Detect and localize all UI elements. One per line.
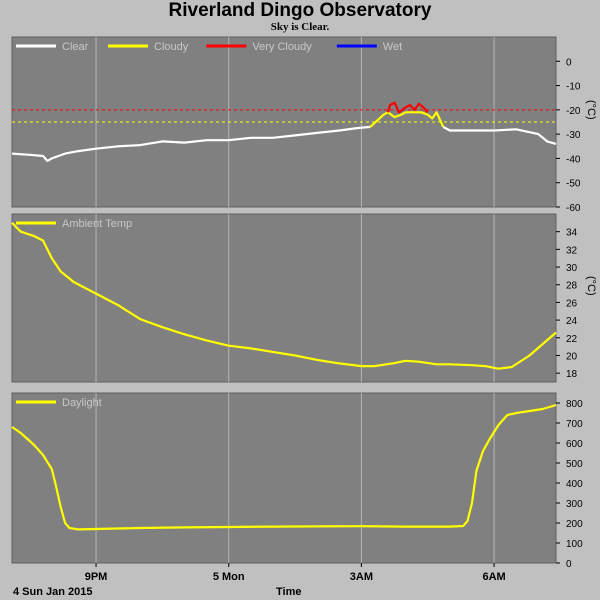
y-tick-label: 18 [566, 369, 578, 380]
x-tick-label: 9PM [85, 571, 108, 583]
series-line-clear [11, 125, 371, 162]
y-tick-label: 800 [566, 399, 583, 410]
series-line-daylight [11, 403, 557, 531]
y-tick-label: 600 [566, 439, 583, 450]
x-tick-label: 5 Mon [213, 571, 245, 583]
series-line-ambient-temp [11, 222, 557, 370]
date-label: 4 Sun Jan 2015 [13, 586, 93, 598]
page-title: Riverland Dingo Observatory [168, 0, 432, 21]
x-tick-label: 3AM [350, 571, 373, 583]
y-tick-label: 0 [566, 559, 572, 570]
y-tick-label: 20 [566, 351, 578, 362]
legend-label: Cloudy [154, 41, 189, 53]
legend-label: Clear [62, 41, 89, 53]
y-tick-label: -40 [566, 154, 581, 165]
y-tick-label: 26 [566, 298, 578, 309]
legend-label: Wet [383, 41, 402, 53]
ambient-temperature-panel: 34 32 30 28 26 24 22 20 18 (°C) Ambient Temp [11, 213, 597, 383]
y-tick-label: 200 [566, 519, 583, 530]
y-tick-label: 34 [566, 228, 578, 239]
sky-temperature-panel: 0 -10 -20 -30 -40 -50 -60 (°C) Clear Cloudy Very C… [11, 36, 597, 214]
legend-label: Daylight [62, 397, 102, 409]
ambient-temperature-plot-area [11, 213, 557, 383]
series-line-very-cloudy [386, 101, 429, 114]
y-tick-label: -60 [566, 203, 581, 214]
y-axis-unit-label: (°C) [585, 276, 597, 296]
y-tick-label: -50 [566, 179, 581, 190]
x-tick-label: 6AM [482, 571, 505, 583]
y-tick-label: 30 [566, 263, 578, 274]
y-tick-label: 700 [566, 419, 583, 430]
y-tick-label: 500 [566, 459, 583, 470]
sky-status: Sky is Clear. [270, 21, 330, 33]
y-tick-label: -10 [566, 82, 581, 93]
daylight-panel: 800 700 600 500 400 300 200 100 0 Daylight 9PM 5 Mo… [11, 392, 583, 583]
y-tick-label: 100 [566, 539, 583, 550]
y-tick-label: 400 [566, 479, 583, 490]
y-tick-label: 32 [566, 245, 578, 256]
y-tick-label: 300 [566, 499, 583, 510]
y-tick-label: 0 [566, 57, 572, 68]
y-tick-label: -20 [566, 106, 581, 117]
daylight-plot-area [11, 392, 557, 564]
y-tick-label: 28 [566, 281, 578, 292]
y-tick-label: -30 [566, 130, 581, 141]
y-tick-label: 22 [566, 334, 578, 345]
y-tick-label: 24 [566, 316, 578, 327]
series-line-cloudy [369, 111, 445, 128]
y-axis-unit-label: (°C) [585, 100, 597, 120]
legend-label: Ambient Temp [62, 218, 132, 230]
time-axis-label: Time [276, 586, 301, 598]
legend-label: Very Cloudy [252, 41, 312, 53]
series-line-clear-after [442, 125, 557, 145]
